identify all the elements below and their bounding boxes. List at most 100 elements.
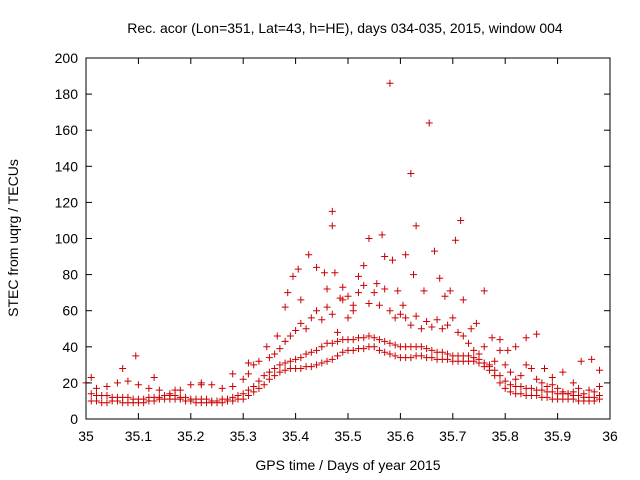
data-point-outliers xyxy=(472,319,480,327)
data-point-band-high xyxy=(134,381,142,389)
data-point-outliers xyxy=(399,301,407,309)
data-point-band-low xyxy=(501,384,509,392)
data-point-band-mid xyxy=(349,336,357,344)
data-point-band-mid xyxy=(260,372,268,380)
data-point-band-high xyxy=(417,325,425,333)
data-point-band-mid xyxy=(365,332,373,340)
y-tick-label: 120 xyxy=(55,194,79,210)
data-point-band-low xyxy=(265,375,273,383)
data-point-band-high xyxy=(412,312,420,320)
data-point-band-mid xyxy=(271,364,279,372)
data-point-outliers xyxy=(229,370,237,378)
data-point-outliers xyxy=(378,231,386,239)
data-point-band-high xyxy=(381,285,389,293)
data-point-outliers xyxy=(446,287,454,295)
data-point-band-high xyxy=(124,377,132,385)
data-point-band-high xyxy=(302,325,310,333)
data-point-outliers xyxy=(360,262,368,270)
data-point-band-low xyxy=(386,350,394,358)
data-point-outliers xyxy=(457,216,465,224)
y-tick-label: 40 xyxy=(62,339,78,355)
data-point-outliers xyxy=(425,119,433,127)
data-point-band-low xyxy=(370,343,378,351)
data-point-band-low xyxy=(297,364,305,372)
data-point-band-high xyxy=(166,390,174,398)
data-point-band-mid xyxy=(255,377,263,385)
data-point-outliers xyxy=(488,334,496,342)
data-point-band-high xyxy=(575,384,583,392)
data-point-band-mid xyxy=(203,395,211,403)
data-point-outliers xyxy=(320,269,328,277)
data-point-outliers xyxy=(294,265,302,273)
data-point-outliers xyxy=(559,368,567,376)
data-point-outliers xyxy=(132,352,140,360)
axis-ticks: 35 35.1 35.2 35.3 35.4 35.5 35.6 35.7 35.8 35.9 36… xyxy=(55,50,618,444)
data-point-band-high xyxy=(255,357,263,365)
data-point-outliers xyxy=(402,251,410,259)
data-point-band-mid xyxy=(438,348,446,356)
x-tick-label: 35.9 xyxy=(544,428,571,444)
data-point-band-low xyxy=(103,399,111,407)
data-point-outliers xyxy=(323,285,331,293)
data-point-outliers xyxy=(430,247,438,255)
data-point-band-high xyxy=(407,321,415,329)
data-point-outliers xyxy=(150,373,158,381)
data-point-band-mid xyxy=(501,377,509,385)
data-point-band-mid xyxy=(548,388,556,396)
data-point-band-low xyxy=(496,379,504,387)
data-point-band-low xyxy=(281,366,289,374)
y-tick-label: 0 xyxy=(70,411,78,427)
data-point-band-high xyxy=(328,310,336,318)
data-point-band-mid xyxy=(87,390,95,398)
data-point-outliers xyxy=(394,287,402,295)
data-point-band-high xyxy=(292,327,300,335)
data-point-band-high xyxy=(113,379,121,387)
plot-frame xyxy=(85,57,611,420)
data-point-outliers xyxy=(171,386,179,394)
data-point-outliers xyxy=(467,325,475,333)
data-point-outliers xyxy=(281,303,289,311)
data-point-band-mid xyxy=(491,366,499,374)
data-point-band-high xyxy=(580,390,588,398)
data-point-outliers xyxy=(349,301,357,309)
data-point-outliers xyxy=(459,296,467,304)
data-point-band-high xyxy=(250,361,258,369)
data-point-band-high xyxy=(485,361,493,369)
data-point-band-mid xyxy=(470,354,478,362)
data-point-band-mid xyxy=(292,355,300,363)
data-point-band-high xyxy=(375,301,383,309)
data-point-outliers xyxy=(436,274,444,282)
data-point-outliers xyxy=(512,343,520,351)
data-point-band-mid xyxy=(391,341,399,349)
data-point-band-low xyxy=(318,359,326,367)
data-point-band-high xyxy=(145,384,153,392)
data-point-band-mid xyxy=(250,383,258,391)
data-point-band-low xyxy=(391,352,399,360)
data-point-outliers xyxy=(533,330,541,338)
data-point-band-high xyxy=(286,332,294,340)
x-tick-label: 35.6 xyxy=(387,428,414,444)
data-point-band-high xyxy=(501,361,509,369)
data-point-band-high xyxy=(506,368,514,376)
data-point-band-high xyxy=(512,375,520,383)
data-point-outliers xyxy=(381,253,389,261)
data-point-band-low xyxy=(428,354,436,362)
y-tick-label: 80 xyxy=(62,267,78,283)
data-point-band-high xyxy=(239,375,247,383)
data-point-band-high xyxy=(307,314,315,322)
data-point-band-mid xyxy=(423,345,431,353)
data-point-outliers xyxy=(373,280,381,288)
data-point-band-low xyxy=(506,388,514,396)
y-tick-label: 180 xyxy=(55,86,79,102)
data-point-band-mid xyxy=(480,359,488,367)
data-point-outliers xyxy=(596,366,604,374)
data-point-band-mid xyxy=(360,334,368,342)
data-point-band-high xyxy=(554,384,562,392)
data-point-outliers xyxy=(389,256,397,264)
data-point-band-mid xyxy=(428,346,436,354)
data-point-band-high xyxy=(449,314,457,322)
y-tick-label: 60 xyxy=(62,303,78,319)
data-point-band-high xyxy=(391,314,399,322)
data-point-outliers xyxy=(273,332,281,340)
data-point-band-high xyxy=(533,375,541,383)
